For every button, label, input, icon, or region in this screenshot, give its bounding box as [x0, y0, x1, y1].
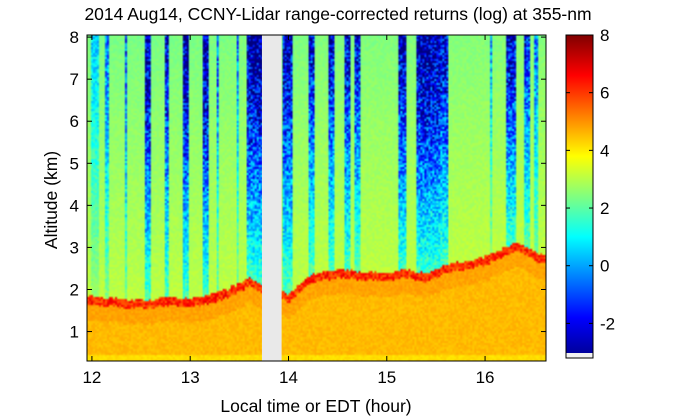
plot-area — [87, 35, 546, 361]
data-gap — [261, 35, 282, 361]
colorbar-tick-label: 2 — [600, 199, 609, 218]
y-axis-label: Altitude (km) — [41, 151, 61, 249]
colorbar-frame — [565, 34, 594, 359]
y-tick-label: 7 — [70, 70, 79, 89]
colorbar-tick-label: 8 — [600, 26, 609, 45]
data-gap-band — [261, 35, 282, 361]
colorbar-gradient — [566, 35, 593, 358]
y-tick-label: 3 — [70, 238, 79, 257]
y-axis-ticks: 1 2 3 4 5 6 7 8 — [70, 28, 546, 342]
colorbar-tick-label: 0 — [600, 257, 609, 276]
colorbar-underflow — [566, 353, 593, 358]
x-tick-label: 16 — [476, 368, 495, 387]
x-tick-label: 14 — [279, 368, 298, 387]
x-tick-label: 13 — [181, 368, 200, 387]
y-tick-label: 8 — [70, 28, 79, 47]
colorbar-tick-label: -2 — [600, 314, 615, 333]
y-tick-label: 1 — [70, 323, 79, 342]
chart-title: 2014 Aug14, CCNY-Lidar range-corrected r… — [84, 4, 591, 24]
x-axis-ticks: 12 13 14 15 16 — [82, 35, 495, 387]
heatmap-image — [87, 35, 546, 361]
colorbar-tick-label: 4 — [600, 141, 609, 160]
colorbar: 8 6 4 2 0 -2 — [565, 26, 615, 359]
x-axis-label: Local time or EDT (hour) — [220, 396, 411, 416]
x-tick-label: 15 — [377, 368, 396, 387]
y-tick-label: 5 — [70, 154, 79, 173]
x-tick-label: 12 — [82, 368, 101, 387]
plot-frame — [86, 34, 547, 362]
y-tick-label: 4 — [70, 196, 79, 215]
colorbar-ticks: 8 6 4 2 0 -2 — [566, 26, 615, 333]
y-tick-label: 6 — [70, 112, 79, 131]
colorbar-tick-label: 6 — [600, 84, 609, 103]
y-tick-label: 2 — [70, 280, 79, 299]
